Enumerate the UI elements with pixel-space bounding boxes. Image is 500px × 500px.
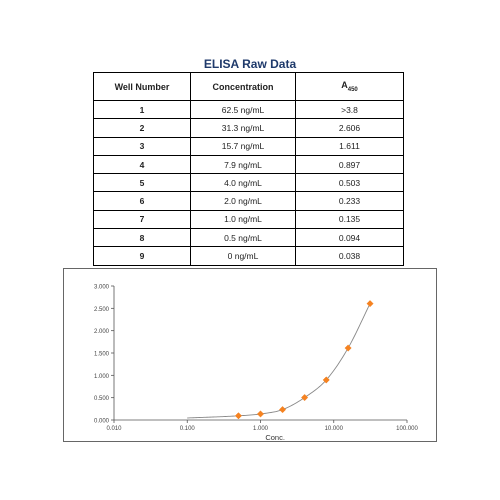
concentration-cell: 4.0 ng/mL (190, 173, 296, 193)
y-tick-label: 2.500 (94, 307, 110, 313)
table-title: ELISA Raw Data (203, 57, 297, 71)
header-concentration: Concentration (190, 72, 296, 101)
y-tick-label: 3.000 (94, 285, 110, 291)
concentration-cell: 1.0 ng/mL (190, 209, 296, 230)
well-number-cell: 9 (93, 246, 191, 266)
concentration-cell: 15.7 ng/mL (190, 136, 296, 156)
well-number-cell: 3 (93, 136, 191, 156)
concentration-cell: 0.5 ng/mL (190, 228, 296, 248)
well-number-cell: 7 (93, 209, 191, 230)
x-tick-label: 100.000 (396, 426, 418, 432)
x-tick-label: 10.000 (325, 426, 344, 432)
concentration-cell: 2.0 ng/mL (190, 191, 296, 211)
table-row: 7 1.0 ng/mL 0.135 (93, 209, 404, 230)
absorbance-cell: >3.8 (295, 99, 404, 120)
well-number-cell: 1 (93, 99, 191, 120)
table-header-row: Well Number Concentration A450 (93, 72, 404, 101)
well-number-cell: 2 (93, 118, 191, 138)
absorbance-cell: 2.606 (295, 118, 404, 138)
elisa-raw-data-table: Well Number Concentration A450 1 62.5 ng/… (93, 72, 404, 266)
absorbance-cell: 1.611 (295, 136, 404, 156)
well-number-cell: 8 (93, 228, 191, 248)
standard-curve-chart: 0.000 0.500 1.000 1.500 2.000 2.500 3.000 0.010… (94, 285, 419, 442)
well-number-cell: 5 (93, 173, 191, 193)
data-point (344, 344, 352, 352)
absorbance-cell: 0.094 (295, 228, 404, 248)
data-point (256, 410, 265, 418)
x-tick-label: 0.100 (180, 426, 196, 432)
concentration-cell: 31.3 ng/mL (190, 118, 296, 138)
y-tick-label: 1.500 (94, 352, 110, 358)
absorbance-cell: 0.233 (295, 191, 404, 211)
table-row: 5 4.0 ng/mL 0.503 (93, 173, 404, 193)
x-axis-label: Conc. (265, 433, 285, 441)
data-point (366, 300, 374, 308)
data-point (234, 412, 243, 420)
well-number-cell: 4 (93, 154, 191, 175)
header-absorbance-main: A (341, 80, 348, 91)
data-point (301, 393, 309, 402)
table-row: 2 31.3 ng/mL 2.606 (93, 118, 404, 138)
absorbance-cell: 0.503 (295, 173, 404, 193)
concentration-cell: 7.9 ng/mL (190, 154, 296, 175)
concentration-cell: 62.5 ng/mL (190, 99, 296, 120)
fit-curve-line (187, 303, 371, 419)
data-point (278, 406, 287, 414)
header-absorbance: A450 (295, 72, 404, 101)
absorbance-cell: 0.038 (295, 246, 404, 266)
well-number-cell: 6 (93, 191, 191, 211)
absorbance-cell: 0.897 (295, 154, 404, 175)
absorbance-cell: 0.135 (295, 209, 404, 230)
table-row: 3 15.7 ng/mL 1.611 (93, 136, 404, 156)
header-well-number: Well Number (93, 72, 191, 101)
standard-curve-chart-frame: 0.000 0.500 1.000 1.500 2.000 2.500 3.000 0.010… (63, 268, 437, 442)
data-point (322, 376, 330, 384)
concentration-cell: 0 ng/mL (190, 246, 296, 266)
y-tick-label: 2.000 (94, 329, 110, 335)
x-tick-label: 1.000 (253, 426, 269, 432)
y-tick-label: 1.000 (94, 374, 110, 380)
table-row: 1 62.5 ng/mL >3.8 (93, 99, 404, 120)
y-tick-label: 0.500 (94, 396, 110, 402)
y-tick-label: 0.000 (94, 419, 110, 425)
table-row: 4 7.9 ng/mL 0.897 (93, 154, 404, 175)
table-row: 8 0.5 ng/mL 0.094 (93, 228, 404, 248)
header-absorbance-sub: 450 (347, 86, 358, 93)
table-row: 6 2.0 ng/mL 0.233 (93, 191, 404, 211)
x-tick-label: 0.010 (106, 426, 122, 432)
